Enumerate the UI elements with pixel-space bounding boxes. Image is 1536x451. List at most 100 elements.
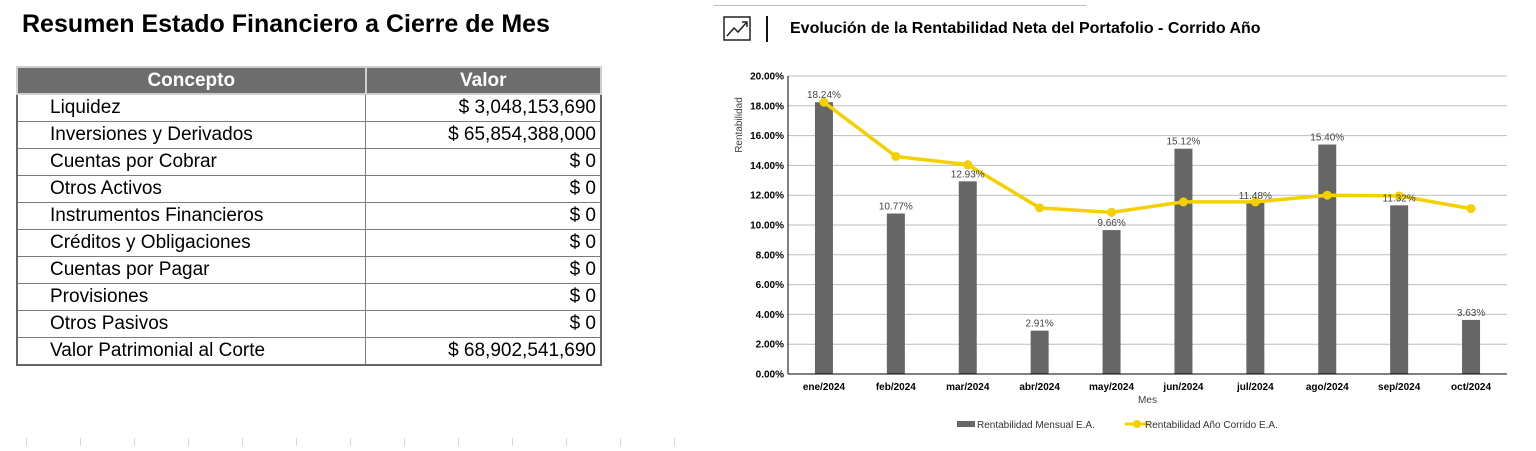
table-row: Inversiones y Derivados $ 65,854,388,000 (16, 121, 602, 149)
row-valor: $ 68,902,541,690 (365, 337, 602, 366)
legend: Rentabilidad Mensual E.A. Rentabilidad Añ… (957, 420, 1278, 431)
y-tick-label: 20.00% (750, 72, 784, 83)
portfolio-return-chart: 18.24% 10.77% 12.93% 2.91% 9.66% 15.12% 11.48%… (734, 72, 1507, 431)
data-label: 9.66% (1097, 218, 1125, 229)
table-row: Créditos y Obligaciones $ 0 (16, 229, 602, 257)
header-valor: Valor (364, 66, 602, 95)
table-row: Liquidez $ 3,048,153,690 (16, 93, 602, 122)
table-row: Instrumentos Financieros $ 0 (16, 202, 602, 230)
grid-layer (788, 75, 1507, 375)
y-tick-label: 6.00% (756, 280, 784, 291)
legend-label: Rentabilidad Año Corrido E.A. (1145, 420, 1278, 431)
tick-mark (134, 438, 135, 446)
y-tick-label: 4.00% (756, 310, 784, 321)
x-tick-label: jul/2024 (1236, 382, 1274, 393)
table-row: Cuentas por Cobrar $ 0 (16, 148, 602, 176)
line-point (1322, 190, 1332, 200)
bar (1462, 319, 1481, 374)
row-valor: $ 3,048,153,690 (365, 93, 602, 122)
chart-title: Evolución de la Rentabilidad Neta del Po… (790, 20, 1261, 37)
tick-mark (80, 438, 81, 446)
line-point (819, 97, 829, 107)
x-tick-label: ene/2024 (803, 382, 846, 393)
line-point (1035, 203, 1045, 213)
data-label: 2.91% (1025, 319, 1053, 330)
bar (1318, 144, 1337, 374)
table-row: Cuentas por Pagar $ 0 (16, 256, 602, 284)
bar (1030, 330, 1049, 374)
tick-mark (620, 438, 621, 446)
financial-summary-table: Concepto Valor Liquidez $ 3,048,153,690 I… (16, 66, 602, 366)
row-concepto: Provisiones (16, 283, 366, 311)
data-label: 11.32% (1383, 193, 1416, 204)
tick-mark (26, 438, 27, 446)
bar (1246, 202, 1265, 374)
divider (714, 5, 1086, 6)
line-point (1178, 197, 1188, 207)
x-tick-label: jun/2024 (1162, 382, 1203, 393)
y-tick-label: 0.00% (756, 370, 784, 381)
y-tick-label: 14.00% (750, 161, 784, 172)
legend-marker (1133, 420, 1141, 428)
legend-label: Rentabilidad Mensual E.A. (977, 420, 1095, 431)
bottom-tick-strip (0, 438, 680, 448)
row-concepto: Créditos y Obligaciones (16, 229, 366, 257)
axis-layer: 0.00% 2.00% 4.00% 6.00% 8.00% 10.00% 12.00% 14.… (734, 72, 1507, 406)
bar (1390, 205, 1409, 374)
x-tick-label: ago/2024 (1306, 382, 1349, 393)
data-label: 15.40% (1310, 133, 1344, 144)
tick-mark (512, 438, 513, 446)
line-point (891, 151, 901, 161)
line-point (1250, 197, 1260, 207)
y-tick-label: 2.00% (756, 340, 784, 351)
bar (886, 213, 905, 374)
row-valor: $ 0 (365, 202, 602, 230)
x-tick-label: mar/2024 (946, 382, 990, 393)
x-tick-label: feb/2024 (876, 382, 916, 393)
tick-mark (188, 438, 189, 446)
row-concepto: Valor Patrimonial al Corte (16, 337, 366, 366)
line-series (822, 100, 1472, 215)
tick-mark (404, 438, 405, 446)
row-concepto: Otros Pasivos (16, 310, 366, 338)
data-label: 18.24% (807, 90, 841, 101)
bar (958, 181, 977, 374)
summary-title: Resumen Estado Financiero a Cierre de Me… (22, 10, 550, 38)
line-point (1466, 204, 1476, 214)
row-valor: $ 0 (365, 148, 602, 176)
tick-mark (350, 438, 351, 446)
trend-chart-icon (723, 16, 751, 41)
row-valor: $ 65,854,388,000 (365, 121, 602, 149)
labels-layer: 18.24% 10.77% 12.93% 2.91% 9.66% 15.12% 11.48%… (807, 90, 1485, 329)
y-tick-label: 12.00% (750, 191, 784, 202)
bar (814, 102, 833, 374)
row-valor: $ 0 (365, 310, 602, 338)
row-valor: $ 0 (365, 229, 602, 257)
line-point (1107, 207, 1117, 217)
y-tick-label: 16.00% (750, 131, 784, 142)
x-tick-label: may/2024 (1089, 382, 1134, 393)
header-concepto: Concepto (16, 66, 367, 95)
x-tick-label: abr/2024 (1019, 382, 1060, 393)
bars-layer (814, 102, 1481, 374)
table-row: Otros Pasivos $ 0 (16, 310, 602, 338)
line-layer (819, 97, 1476, 217)
tick-mark (566, 438, 567, 446)
tick-mark (242, 438, 243, 446)
table-row: Otros Activos $ 0 (16, 175, 602, 203)
row-valor: $ 0 (365, 175, 602, 203)
data-label: 11.48% (1239, 191, 1272, 202)
table-row: Provisiones $ 0 (16, 283, 602, 311)
x-axis-title: Mes (1138, 395, 1157, 406)
table-header-row: Concepto Valor (16, 66, 602, 95)
row-concepto: Inversiones y Derivados (16, 121, 366, 149)
y-tick-label: 8.00% (756, 250, 784, 261)
x-tick-label: oct/2024 (1451, 382, 1491, 393)
legend-swatch-bar (957, 421, 975, 427)
y-axis-title: Rentabilidad (734, 97, 745, 153)
y-tick-label: 10.00% (750, 221, 784, 232)
bar (1102, 230, 1121, 374)
row-valor: $ 0 (365, 283, 602, 311)
bar (1174, 148, 1193, 374)
row-concepto: Otros Activos (16, 175, 366, 203)
